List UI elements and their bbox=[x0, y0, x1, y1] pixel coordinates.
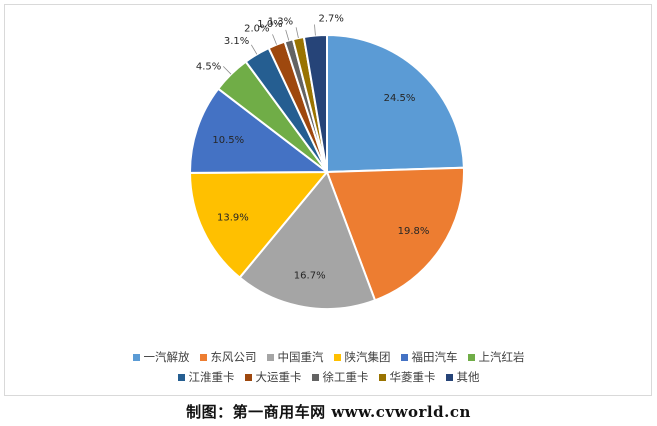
legend-label-3: 中国重汽 bbox=[277, 350, 324, 364]
legend-item-8: 大运重卡 bbox=[244, 369, 302, 385]
chart-credit: 制图：第一商用车网 www.cvworld.cn bbox=[186, 403, 471, 421]
data-label-3: 16.7% bbox=[294, 271, 326, 282]
data-label-6: 4.5% bbox=[196, 61, 221, 72]
legend-swatch-11 bbox=[445, 373, 453, 381]
data-label-5: 10.5% bbox=[212, 135, 244, 146]
legend-label-7: 江淮重卡 bbox=[188, 370, 235, 384]
data-label-7: 3.1% bbox=[224, 36, 249, 47]
leader-line-7 bbox=[250, 44, 258, 55]
pie-slice-4 bbox=[188, 170, 330, 279]
legend-label-6: 上汽红岩 bbox=[478, 350, 525, 364]
data-label-10: 1.3% bbox=[268, 16, 293, 27]
legend-label-4: 陕汽集团 bbox=[344, 350, 391, 364]
pie-slice-5 bbox=[188, 87, 330, 174]
legend-label-8: 大运重卡 bbox=[255, 370, 302, 384]
pie-slice-3 bbox=[238, 170, 377, 310]
legend-label-5: 福田汽车 bbox=[411, 350, 458, 364]
data-label-8: 2.0% bbox=[244, 23, 269, 34]
legend-swatch-1 bbox=[132, 353, 140, 361]
legend-swatch-7 bbox=[177, 373, 185, 381]
legend-item-7: 江淮重卡 bbox=[177, 369, 235, 385]
pie-chart: 24.5% 19.8% 16.7% 13.9% 10.5% 4.5% 3.1% 2.0%1.0… bbox=[188, 14, 465, 310]
legend-swatch-4 bbox=[333, 353, 341, 361]
legend-swatch-6 bbox=[467, 353, 475, 361]
legend-item-6: 上汽红岩 bbox=[467, 349, 525, 365]
legend-item-10: 华菱重卡 bbox=[378, 369, 436, 385]
legend-swatch-8 bbox=[244, 373, 252, 381]
legend-row-2: 江淮重卡 大运重卡 徐工重卡 华菱重卡 其他 bbox=[0, 369, 657, 385]
legend-label-9: 徐工重卡 bbox=[322, 370, 369, 384]
pie-slice-2 bbox=[325, 166, 465, 302]
legend-swatch-3 bbox=[266, 353, 274, 361]
legend-label-11: 其他 bbox=[456, 370, 480, 384]
leader-line-8 bbox=[272, 34, 277, 45]
legend-item-3: 中国重汽 bbox=[266, 349, 324, 365]
leader-line-11 bbox=[314, 24, 316, 36]
leader-line-6 bbox=[223, 66, 232, 75]
legend-swatch-9 bbox=[311, 373, 319, 381]
legend-label-1: 一汽解放 bbox=[143, 350, 190, 364]
legend-item-11: 其他 bbox=[445, 369, 480, 385]
legend-item-1: 一汽解放 bbox=[132, 349, 190, 365]
data-label-4: 13.9% bbox=[217, 213, 249, 224]
legend-item-4: 陕汽集团 bbox=[333, 349, 391, 365]
legend-row-1: 一汽解放 东风公司 中国重汽 陕汽集团 福田汽车 上汽红岩 bbox=[0, 349, 657, 365]
leader-line-9 bbox=[285, 29, 290, 41]
pie-slice-1 bbox=[326, 33, 465, 174]
legend-item-9: 徐工重卡 bbox=[311, 369, 369, 385]
data-label-9: 1.0% bbox=[257, 19, 282, 30]
data-label-2: 19.8% bbox=[398, 226, 430, 237]
legend-swatch-10 bbox=[378, 373, 386, 381]
data-label-11: 2.7% bbox=[319, 14, 344, 25]
legend-item-2: 东风公司 bbox=[199, 349, 257, 365]
legend-label-2: 东风公司 bbox=[210, 350, 257, 364]
data-label-1: 24.5% bbox=[384, 93, 416, 104]
legend-item-5: 福田汽车 bbox=[400, 349, 458, 365]
legend-label-10: 华菱重卡 bbox=[389, 370, 436, 384]
legend-swatch-5 bbox=[400, 353, 408, 361]
leader-line-10 bbox=[295, 27, 299, 39]
legend-swatch-2 bbox=[199, 353, 207, 361]
